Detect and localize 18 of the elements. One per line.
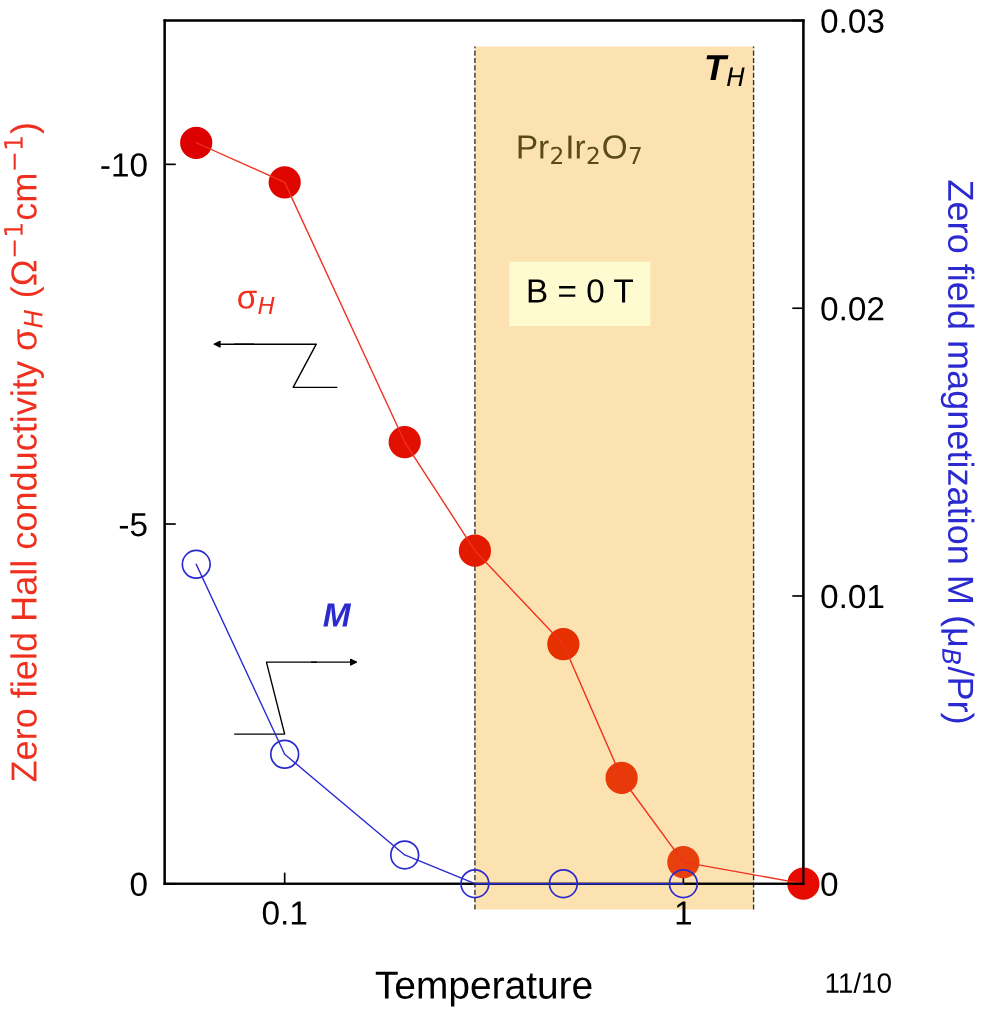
y2-axis-title: Zero field magnetization M (μ$_{B}$/Pr) bbox=[940, 180, 975, 723]
x-tick-label: 0.1 bbox=[262, 901, 307, 925]
y-tick-label: -5 bbox=[119, 513, 147, 537]
y2-tick-label: 0 bbox=[821, 872, 838, 897]
x-tick-label: 1 bbox=[676, 901, 692, 925]
text: M bbox=[323, 603, 352, 627]
y2-tick-label: 0.03 bbox=[821, 9, 884, 33]
series-label: σ$_{H}$ bbox=[238, 290, 275, 314]
y2-tick-label: 0.02 bbox=[821, 297, 884, 321]
text: 11/10 bbox=[826, 972, 891, 993]
annotation: B = 0 T bbox=[528, 279, 633, 303]
y-axis-title: Zero field Hall conductivity σ$_{H}$ (Ω$^{−1}$cm$^{−1}$) bbox=[4, 124, 44, 782]
annotation: Pr$_{2}$Ir$_{2}$O$_{7}$ bbox=[518, 135, 641, 164]
y-tick-label: 0 bbox=[130, 872, 147, 897]
y2-tick-label: 0.01 bbox=[821, 584, 884, 609]
y-tick-label: -10 bbox=[101, 153, 147, 177]
band-label: T$_{H}$ bbox=[706, 55, 745, 87]
x-axis-title: Temperature bbox=[375, 971, 592, 1007]
